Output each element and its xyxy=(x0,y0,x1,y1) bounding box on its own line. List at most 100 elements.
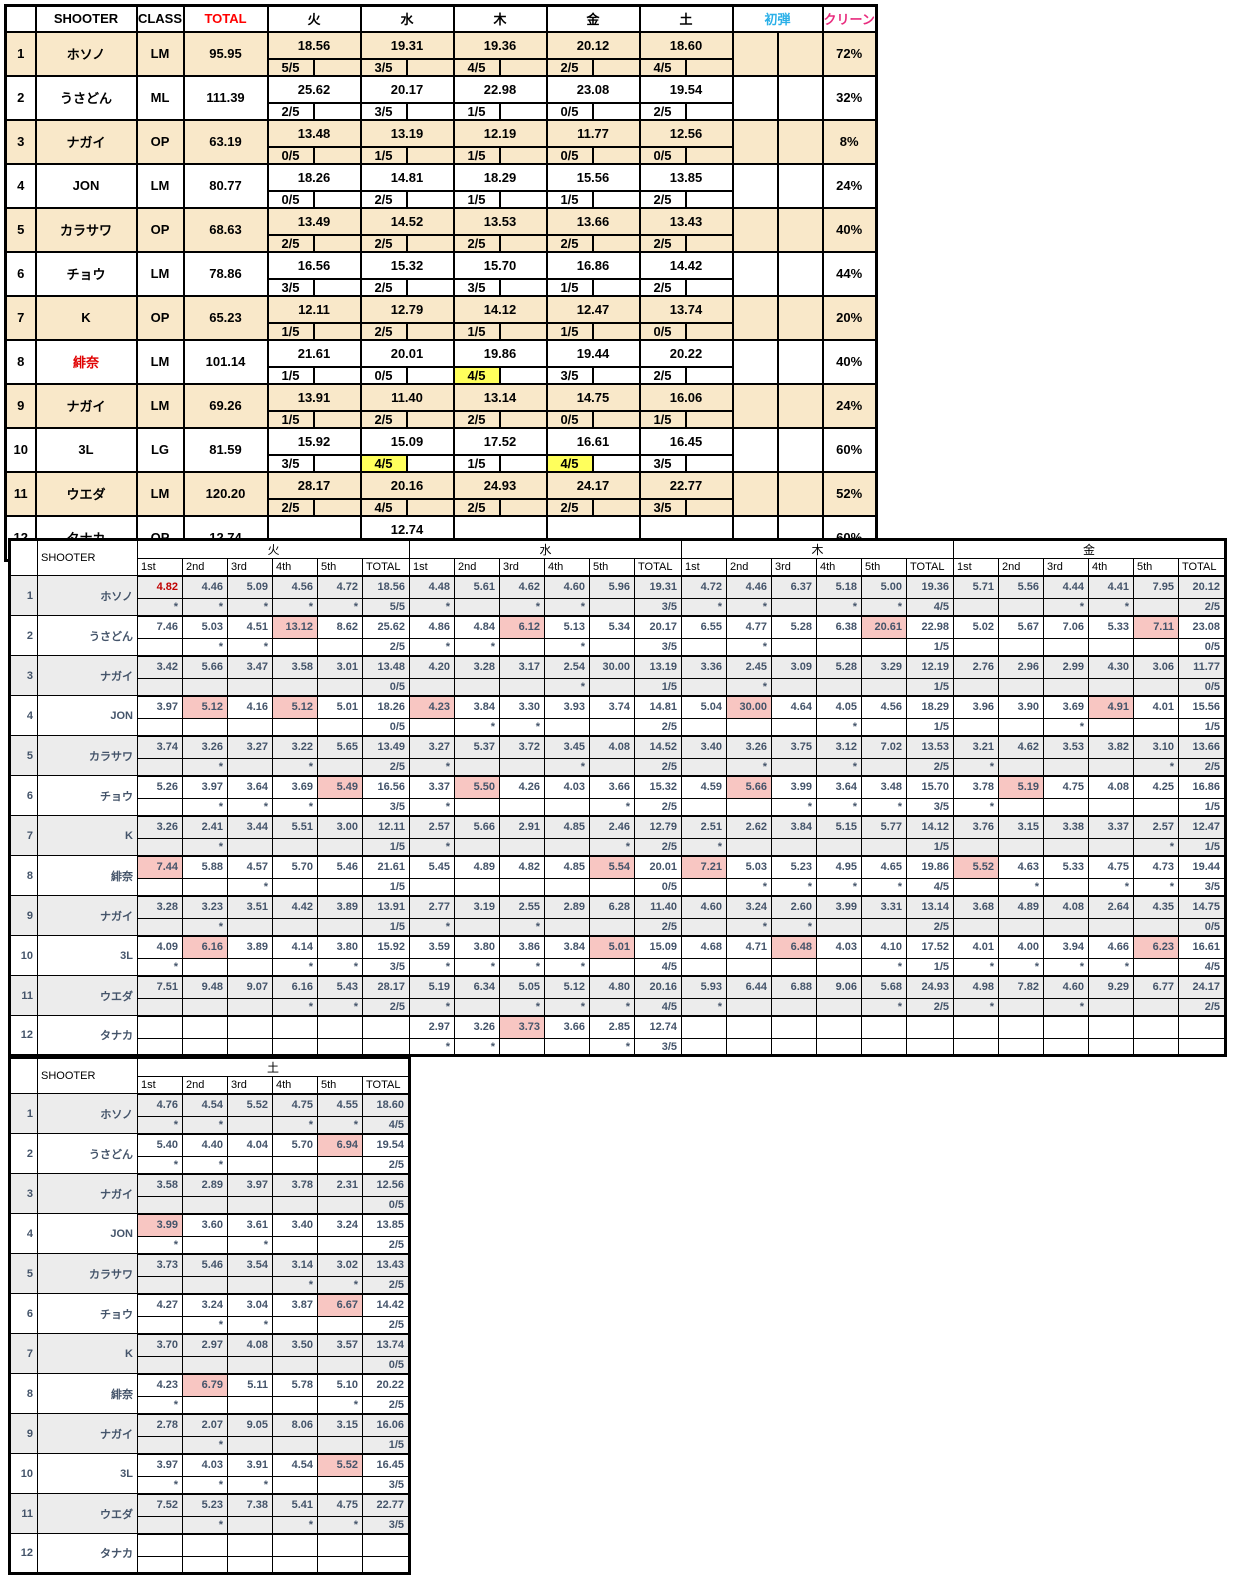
cell-shot-time[interactable]: 5.04 xyxy=(681,695,727,719)
cell-shot-star[interactable]: * xyxy=(861,598,907,617)
cell-day-frac[interactable]: 2/5 xyxy=(638,101,687,121)
cell-day-clean-frac[interactable]: 4/5 xyxy=(1178,958,1226,977)
cell-shot-time[interactable]: 7.46 xyxy=(137,615,183,639)
cell-shot-star[interactable] xyxy=(317,838,363,857)
cell-day-total[interactable]: 16.56 xyxy=(362,775,410,799)
cell-shot-star[interactable] xyxy=(1043,638,1089,657)
cell-day-frac-spacer[interactable] xyxy=(405,233,455,253)
cell-shot-star[interactable]: * xyxy=(227,1316,273,1335)
cell-shooter-name[interactable]: K xyxy=(37,815,138,856)
cell-shot-star[interactable] xyxy=(681,718,727,737)
cell-day-frac[interactable]: 2/5 xyxy=(359,321,408,341)
cell-shot-time[interactable]: 2.97 xyxy=(409,1015,455,1039)
cell-shot-star[interactable]: * xyxy=(182,598,228,617)
cell-shot-time[interactable]: 4.82 xyxy=(499,855,545,879)
cell-day-score[interactable]: 15.32 xyxy=(359,250,455,280)
cell-total-score[interactable]: 111.39 xyxy=(182,74,269,121)
cell-day-frac[interactable]: 1/5 xyxy=(266,321,315,341)
cell-first-shot-left[interactable] xyxy=(731,206,779,253)
cell-day-clean-frac[interactable]: 3/5 xyxy=(634,638,682,657)
cell-shot-star[interactable] xyxy=(1088,758,1134,777)
cell-shot-time[interactable]: 9.48 xyxy=(182,975,228,999)
cell-shooter-name[interactable]: チョウ xyxy=(37,1293,138,1334)
cell-first-shot-right[interactable] xyxy=(776,162,824,209)
shot-column-header[interactable]: 1st xyxy=(409,558,455,577)
cell-shooter-name[interactable]: カラサワ xyxy=(37,1253,138,1294)
cell-shot-time[interactable]: 9.07 xyxy=(227,975,273,999)
cell-shot-time[interactable]: 2.45 xyxy=(726,655,772,679)
cell-shot-time[interactable]: 3.97 xyxy=(137,695,183,719)
cell-shot-star[interactable] xyxy=(1043,1038,1089,1057)
cell-shot-time[interactable]: 7.44 xyxy=(137,855,183,879)
cell-day-frac-spacer[interactable] xyxy=(684,277,734,297)
cell-shot-star[interactable] xyxy=(816,958,862,977)
cell-shot-time[interactable]: 4.55 xyxy=(317,1093,363,1117)
cell-shooter-name[interactable]: 3L xyxy=(34,426,138,473)
cell-shot-time[interactable]: 4.62 xyxy=(499,575,545,599)
cell-shot-star[interactable] xyxy=(771,598,817,617)
cell-day-frac-spacer[interactable] xyxy=(312,453,362,473)
cell-class[interactable]: LM xyxy=(135,470,185,517)
shot-column-header[interactable]: 2nd xyxy=(998,558,1044,577)
cell-shot-time[interactable] xyxy=(681,1015,727,1039)
cell-day-total[interactable]: 21.61 xyxy=(362,855,410,879)
cell-shooter-name[interactable]: ウエダ xyxy=(37,975,138,1016)
cell-shot-time[interactable]: 5.12 xyxy=(272,695,318,719)
shot-column-header[interactable]: 1st xyxy=(953,558,999,577)
cell-shot-star[interactable]: * xyxy=(409,998,455,1017)
cell-day-frac-spacer[interactable] xyxy=(591,57,641,77)
cell-shot-star[interactable]: * xyxy=(317,1516,363,1535)
cell-day-clean-frac[interactable] xyxy=(1178,1038,1226,1057)
cell-shot-star[interactable]: * xyxy=(726,598,772,617)
row-number-column-header[interactable] xyxy=(9,539,38,576)
cell-shooter-name[interactable]: 緋奈 xyxy=(34,338,138,385)
cell-day-score[interactable]: 16.56 xyxy=(266,250,362,280)
cell-day-frac-spacer[interactable] xyxy=(498,453,548,473)
total-column-header[interactable]: TOTAL xyxy=(362,558,410,577)
cell-shot-star[interactable] xyxy=(137,998,183,1017)
cell-shot-time[interactable]: 3.24 xyxy=(182,1293,228,1317)
cell-row-number[interactable]: 6 xyxy=(4,250,37,297)
cell-shot-time[interactable]: 7.95 xyxy=(1133,575,1179,599)
cell-shot-time[interactable]: 5.70 xyxy=(272,855,318,879)
cell-day-frac[interactable]: 2/5 xyxy=(359,233,408,253)
cell-shot-star[interactable] xyxy=(998,638,1044,657)
cell-shot-time[interactable]: 3.72 xyxy=(499,735,545,759)
cell-shot-time[interactable] xyxy=(1133,1015,1179,1039)
cell-shot-star[interactable] xyxy=(544,1038,590,1057)
cell-day-frac[interactable]: 2/5 xyxy=(266,101,315,121)
cell-shot-star[interactable]: * xyxy=(681,838,727,857)
cell-shot-star[interactable] xyxy=(272,878,318,897)
cell-day-frac[interactable]: 3/5 xyxy=(638,453,687,473)
cell-first-shot-right[interactable] xyxy=(776,250,824,297)
cell-shot-star[interactable]: * xyxy=(137,1236,183,1255)
cell-shot-time[interactable] xyxy=(182,1533,228,1557)
cell-shot-star[interactable]: * xyxy=(317,1276,363,1295)
cell-shot-time[interactable]: 3.27 xyxy=(409,735,455,759)
cell-day-total[interactable]: 14.42 xyxy=(362,1293,410,1317)
cell-day-total[interactable]: 15.09 xyxy=(634,935,682,959)
cell-row-number[interactable]: 7 xyxy=(9,1333,38,1374)
cell-shot-time[interactable]: 3.99 xyxy=(771,775,817,799)
cell-day-total[interactable]: 19.44 xyxy=(1178,855,1226,879)
cell-first-shot-right[interactable] xyxy=(776,338,824,385)
cell-day-score[interactable]: 13.74 xyxy=(638,294,734,324)
cell-day-frac[interactable]: 0/5 xyxy=(545,409,594,429)
cell-day-frac-spacer[interactable] xyxy=(684,321,734,341)
cell-shot-star[interactable]: * xyxy=(771,878,817,897)
cell-shot-star[interactable]: * xyxy=(272,1516,318,1535)
cell-shot-time[interactable]: 3.99 xyxy=(816,895,862,919)
cell-shot-star[interactable]: * xyxy=(272,1276,318,1295)
cell-row-number[interactable]: 2 xyxy=(4,74,37,121)
cell-day-frac[interactable]: 1/5 xyxy=(359,145,408,165)
cell-shot-star[interactable] xyxy=(861,638,907,657)
cell-shot-time[interactable]: 3.78 xyxy=(953,775,999,799)
cell-shot-star[interactable]: * xyxy=(726,918,772,937)
cell-total-score[interactable]: 81.59 xyxy=(182,426,269,473)
cell-shot-time[interactable]: 4.54 xyxy=(272,1453,318,1477)
cell-shot-time[interactable]: 6.23 xyxy=(1133,935,1179,959)
cell-shooter-name[interactable]: ホソノ xyxy=(37,575,138,616)
shot-column-header[interactable]: 3rd xyxy=(499,558,545,577)
cell-day-clean-frac[interactable]: 4/5 xyxy=(634,998,682,1017)
cell-day-frac-spacer[interactable] xyxy=(498,365,548,385)
